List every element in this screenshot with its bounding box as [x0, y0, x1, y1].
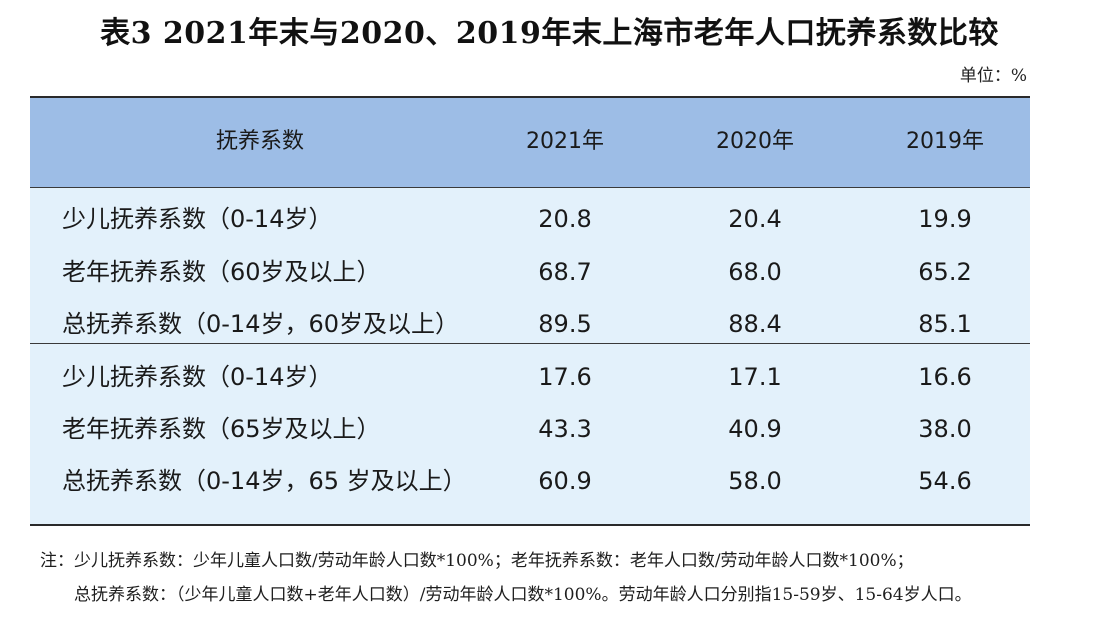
value-2021: 60.9	[538, 467, 592, 495]
header-dependency-ratio: 抚养系数	[215, 129, 304, 154]
table-row: 老年抚养系数（60岁及以上） 68.7 68.0 65.2	[30, 246, 1030, 298]
value-2019: 38.0	[918, 415, 972, 443]
value-2020: 40.9	[728, 415, 782, 443]
row-label: 少儿抚养系数（0-14岁）	[62, 363, 333, 391]
row-label: 总抚养系数（0-14岁，65 岁及以上）	[62, 467, 467, 495]
value-2019: 65.2	[918, 258, 972, 286]
table-notes: 注：少儿抚养系数：少年儿童人口数/劳动年龄人口数*100%；老年抚养系数：老年人…	[40, 544, 972, 612]
value-2020: 58.0	[728, 467, 782, 495]
header-2019: 2019年	[906, 129, 984, 154]
value-2019: 16.6	[918, 363, 972, 391]
table-row: 总抚养系数（0-14岁，65 岁及以上） 60.9 58.0 54.6	[30, 455, 1030, 507]
header-2021: 2021年	[526, 129, 604, 154]
row-label: 老年抚养系数（60岁及以上）	[62, 258, 381, 286]
note-line-2: 总抚养系数：（少年儿童人口数+老年人口数）/劳动年龄人口数*100%。劳动年龄人…	[74, 585, 972, 605]
value-2019: 85.1	[918, 310, 972, 338]
header-2020: 2020年	[716, 129, 794, 154]
row-label: 总抚养系数（0-14岁，60岁及以上）	[62, 310, 460, 338]
table-header-row: 抚养系数 2021年 2020年 2019年	[30, 98, 1030, 188]
table-row: 老年抚养系数（65岁及以上） 43.3 40.9 38.0	[30, 403, 1030, 455]
table-row: 少儿抚养系数（0-14岁） 20.8 20.4 19.9	[30, 193, 1030, 245]
value-2021: 89.5	[538, 310, 592, 338]
table-title: 表3 2021年末与2020、2019年末上海市老年人口抚养系数比较	[100, 16, 999, 51]
value-2020: 20.4	[728, 205, 782, 233]
value-2019: 54.6	[918, 467, 972, 495]
row-label: 老年抚养系数（65岁及以上）	[62, 415, 381, 443]
row-label: 少儿抚养系数（0-14岁）	[62, 205, 333, 233]
data-table: 抚养系数 2021年 2020年 2019年 少儿抚养系数（0-14岁） 20.…	[30, 96, 1030, 526]
table-row: 少儿抚养系数（0-14岁） 17.6 17.1 16.6	[30, 351, 1030, 403]
table-row: 总抚养系数（0-14岁，60岁及以上） 89.5 88.4 85.1	[30, 298, 1030, 350]
value-2021: 68.7	[538, 258, 592, 286]
value-2021: 17.6	[538, 363, 592, 391]
unit-label: 单位：%	[959, 66, 1027, 86]
value-2020: 68.0	[728, 258, 782, 286]
note-line-1: 注：少儿抚养系数：少年儿童人口数/劳动年龄人口数*100%；老年抚养系数：老年人…	[40, 551, 914, 571]
value-2021: 43.3	[538, 415, 592, 443]
value-2019: 19.9	[918, 205, 972, 233]
group-divider	[30, 343, 1030, 344]
value-2020: 88.4	[728, 310, 782, 338]
value-2020: 17.1	[728, 363, 782, 391]
value-2021: 20.8	[538, 205, 592, 233]
